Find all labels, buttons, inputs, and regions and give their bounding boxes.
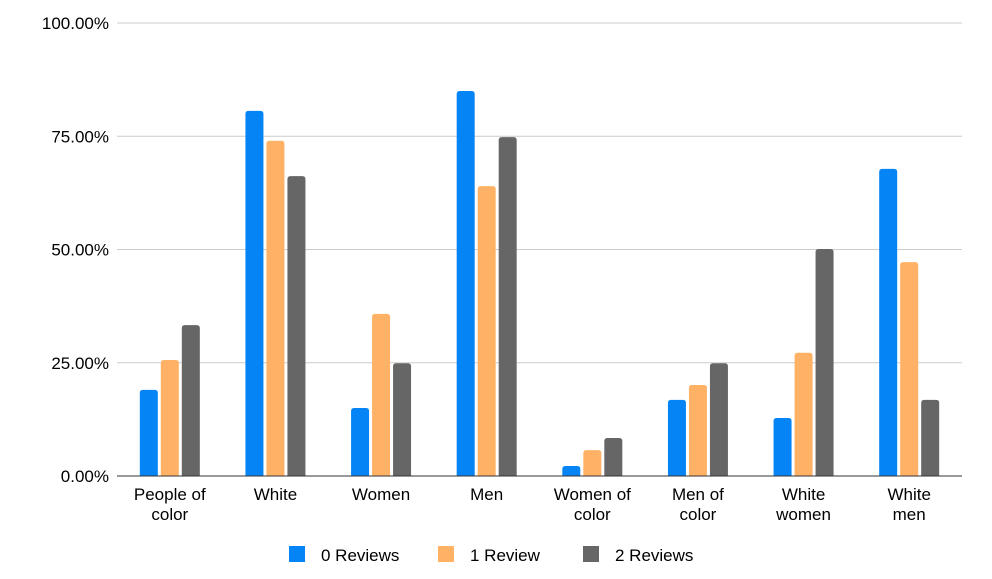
bar-0-reviews: [139, 389, 158, 476]
x-tick-label: Women of: [554, 485, 631, 504]
bar-1-review: [583, 450, 602, 476]
x-tick-label: color: [151, 505, 188, 524]
bar-2-reviews: [604, 437, 623, 476]
bar-0-reviews: [773, 418, 792, 476]
x-tick-label: color: [574, 505, 611, 524]
bar-0-reviews: [351, 408, 370, 476]
y-tick-label: 25.00%: [51, 354, 109, 373]
x-tick-label: White: [887, 485, 930, 504]
y-tick-label: 50.00%: [51, 241, 109, 260]
bar-2-reviews: [393, 363, 412, 476]
legend-swatch: [438, 546, 454, 562]
bar-2-reviews: [498, 137, 517, 476]
x-tick-label: color: [680, 505, 717, 524]
x-tick-label: White: [782, 485, 825, 504]
legend-label: 0 Reviews: [321, 546, 399, 565]
y-tick-label: 0.00%: [61, 467, 109, 486]
x-tick-label: men: [893, 505, 926, 524]
bar-0-reviews: [667, 399, 686, 476]
x-tick-label: People of: [134, 485, 206, 504]
bar-1-review: [794, 352, 813, 476]
bar-2-reviews: [815, 249, 834, 476]
bar-0-reviews: [456, 90, 475, 476]
bar-1-review: [900, 262, 919, 476]
legend-swatch: [289, 546, 305, 562]
x-tick-label: White: [254, 485, 297, 504]
bar-2-reviews: [921, 399, 940, 476]
bar-1-review: [160, 360, 179, 476]
bar-2-reviews: [709, 363, 728, 476]
bar-0-reviews: [562, 466, 581, 476]
x-tick-label: Men of: [672, 485, 724, 504]
x-tick-label: Women: [352, 485, 410, 504]
legend-label: 1 Review: [470, 546, 541, 565]
bar-2-reviews: [287, 176, 306, 476]
y-tick-label: 100.00%: [42, 14, 109, 33]
x-tick-label: Men: [470, 485, 503, 504]
bar-1-review: [477, 186, 496, 476]
bar-0-reviews: [245, 110, 264, 476]
legend-swatch: [583, 546, 599, 562]
bar-1-review: [688, 384, 707, 476]
bar-0-reviews: [879, 168, 898, 476]
bar-1-review: [372, 313, 391, 476]
y-tick-label: 75.00%: [51, 127, 109, 146]
bar-2-reviews: [181, 325, 200, 476]
x-tick-label: women: [775, 505, 831, 524]
legend-label: 2 Reviews: [615, 546, 693, 565]
bar-1-review: [266, 140, 285, 476]
